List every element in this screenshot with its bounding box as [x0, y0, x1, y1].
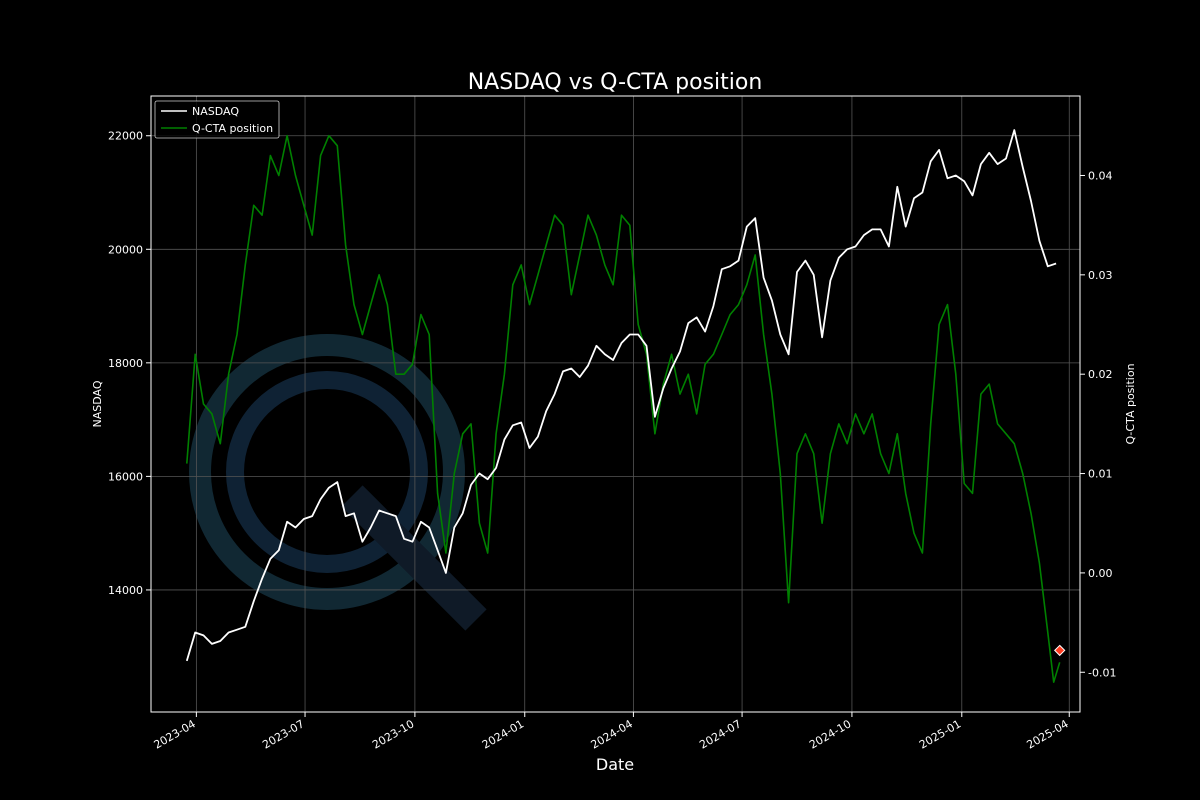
y-axis-left-label: NASDAQ: [91, 380, 104, 427]
y-axis-right-label: Q-CTA position: [1124, 363, 1137, 444]
series-line-qcta: [186, 134, 1061, 684]
legend: NASDAQ Q-CTA position: [154, 100, 280, 139]
y-right-tick-label: 0.01: [1088, 468, 1113, 481]
x-axis-label: Date: [596, 755, 634, 774]
plot-frame: [150, 95, 1081, 713]
series-line-nasdaq: [185, 129, 1057, 662]
grid: [151, 96, 1080, 712]
y-right-tick-label: -0.01: [1088, 666, 1116, 679]
y-left-tick-label: 16000: [108, 470, 143, 483]
watermark-logo-icon: [189, 334, 487, 631]
y-left-tick-label: 18000: [108, 357, 143, 370]
y-left-tick-label: 20000: [108, 243, 143, 256]
y-right-tick-label: 0.03: [1088, 269, 1113, 282]
legend-label-nasdaq: NASDAQ: [192, 105, 239, 118]
y-right-tick-label: 0.04: [1088, 169, 1113, 182]
chart-title: NASDAQ vs Q-CTA position: [468, 70, 763, 95]
y-left-tick-label: 14000: [108, 584, 143, 597]
legend-label-qcta: Q-CTA position: [192, 122, 273, 135]
y-right-tick-label: 0.00: [1088, 567, 1113, 580]
y-right-tick-label: 0.02: [1088, 368, 1113, 381]
y-left-tick-label: 22000: [108, 130, 143, 143]
highlight-marker: [1053, 644, 1066, 657]
series-layer: [185, 129, 1066, 684]
